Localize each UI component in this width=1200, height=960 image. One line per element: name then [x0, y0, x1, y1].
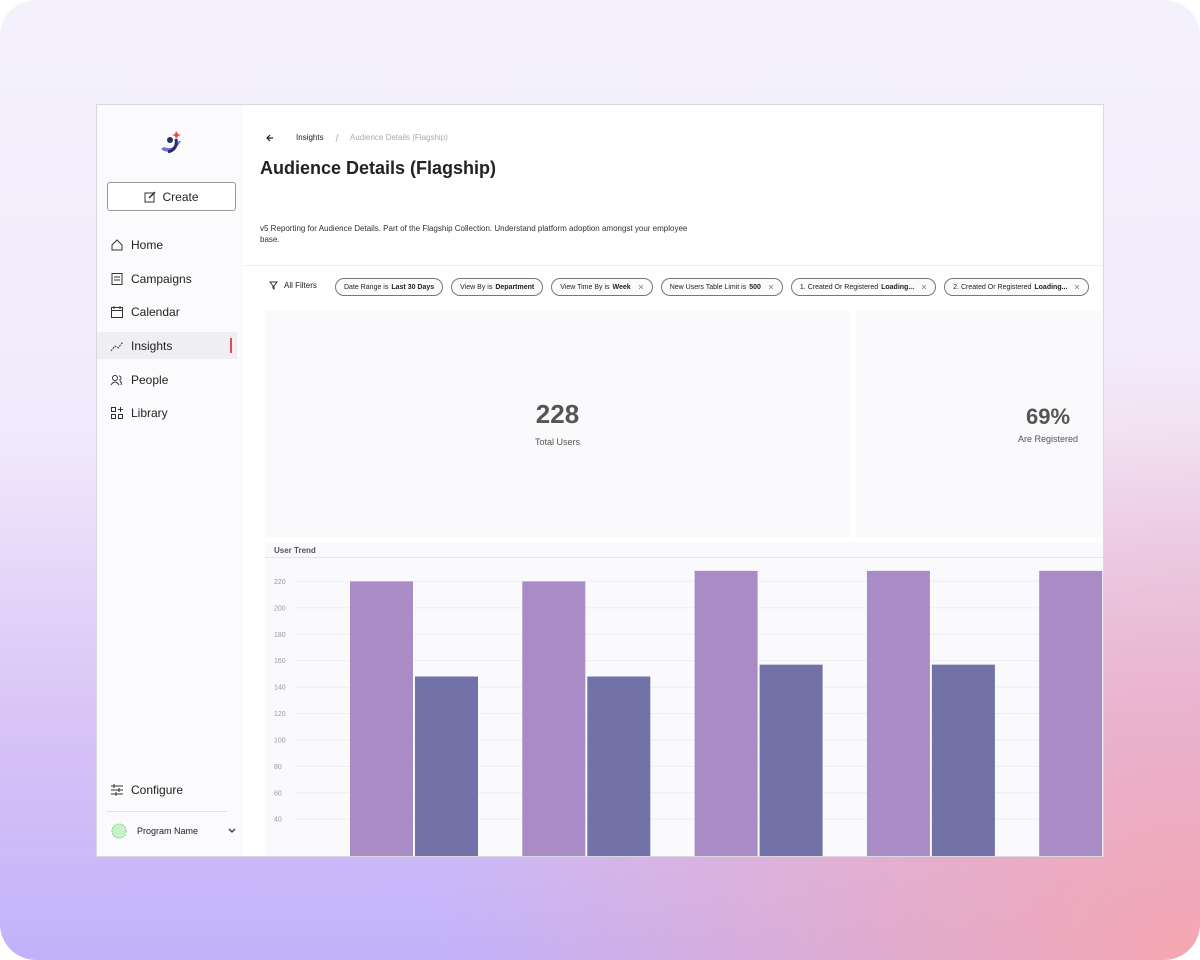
bar: [350, 581, 413, 856]
kpi-card: 228 Total Users: [265, 311, 850, 538]
filter-chip[interactable]: New Users Table Limit is 500: [660, 278, 783, 296]
nav-item[interactable]: Home: [97, 231, 237, 258]
icon: [111, 305, 123, 318]
chip-label: New Users Table Limit is: [669, 283, 747, 291]
kpi-value: 228: [535, 399, 580, 429]
edit-icon: [144, 190, 157, 202]
kpi-label: Are Registered: [1017, 434, 1079, 444]
create-button[interactable]: Create: [107, 182, 236, 211]
all-filters[interactable]: All Filters: [269, 281, 317, 290]
all-filters-label: All Filters: [284, 281, 317, 290]
nav-label: Home: [131, 237, 164, 252]
divider: [265, 557, 1103, 558]
bar: [522, 581, 586, 856]
nav-item[interactable]: People: [97, 366, 237, 393]
chip-remove[interactable]: [764, 283, 774, 291]
nav-label: People: [131, 372, 169, 387]
chip-label: View Time By is: [560, 283, 610, 291]
chevron: [228, 828, 236, 833]
y-tick-label: 180: [274, 632, 286, 639]
chip-value: Loading...: [1034, 283, 1068, 291]
nav-label: Calendar: [131, 304, 180, 319]
nav-item[interactable]: Campaigns: [97, 265, 237, 292]
chip-label: View By is: [460, 283, 493, 291]
y-tick-label: 60: [274, 790, 282, 797]
nav-label: Insights: [131, 338, 173, 353]
nav-label: Campaigns: [131, 271, 192, 286]
y-tick-label: 220: [274, 579, 286, 586]
y-tick-label: 120: [274, 711, 286, 718]
filter-chip[interactable]: View Time By is Week: [551, 278, 653, 296]
chip-label: Date Range is: [344, 283, 389, 291]
y-tick-label: 160: [274, 658, 286, 665]
nav-item[interactable]: Library: [97, 399, 237, 426]
back-arrow[interactable]: [265, 133, 275, 143]
nav-label: Library: [131, 405, 168, 420]
chart-title: User Trend: [274, 546, 316, 555]
filter-chip[interactable]: 2. Created Or Registered Loading...: [944, 278, 1090, 296]
chip-remove[interactable]: [1070, 283, 1080, 291]
chip-remove[interactable]: [917, 283, 927, 291]
program-selector[interactable]: Program Name: [111, 823, 237, 839]
chip-value: Last 30 Days: [391, 283, 435, 291]
icon: [110, 374, 122, 385]
breadcrumb-current: Audience Details (Flagship): [350, 133, 448, 142]
chip-value: Week: [612, 283, 631, 291]
filter-chip[interactable]: Date Range is Last 30 Days: [335, 278, 444, 296]
configure-label: Configure: [131, 782, 184, 797]
configure[interactable]: Configure: [97, 776, 237, 803]
chip-value: Department: [495, 283, 535, 291]
bar: [931, 664, 995, 856]
divider: [107, 811, 227, 812]
bar: [694, 570, 758, 856]
chip-label: 2. Created Or Registered: [953, 283, 1032, 291]
kpi-label: Total Users: [534, 437, 580, 447]
kpi-value: 69%: [1025, 404, 1071, 429]
bar: [415, 676, 478, 856]
program-name: Program Name: [137, 826, 199, 836]
program-avatar: [111, 823, 127, 839]
y-tick-label: 100: [274, 737, 286, 744]
filter-chips: Date Range is Last 30 Days View By is Depar…: [335, 278, 1090, 296]
nav-item[interactable]: Insights: [97, 332, 237, 359]
chip-value: Loading...: [881, 283, 915, 291]
chip-remove[interactable]: [634, 283, 644, 291]
nav-item[interactable]: Calendar: [97, 298, 237, 325]
icon: [110, 341, 124, 351]
logo: [161, 131, 181, 154]
filter-chip[interactable]: 1. Created Or Registered Loading...: [790, 278, 937, 296]
y-tick-label: 80: [274, 764, 282, 771]
icon: [111, 783, 123, 796]
chart-card: User Trend 40 60 80 100 120 140 160 180 200 220: [265, 542, 1103, 856]
bar: [587, 676, 651, 856]
chip-value: 500: [749, 283, 761, 291]
filter-chip[interactable]: View By is Department: [451, 278, 544, 296]
app-window: Create Home Campaigns Calendar Insights …: [96, 104, 1104, 857]
icon: [111, 238, 123, 250]
divider: [244, 265, 1103, 266]
icon: [111, 272, 123, 285]
bar: [1039, 570, 1103, 856]
page-title: Audience Details (Flagship): [260, 158, 497, 178]
bar-chart: 40 60 80 100 120 140 160 180 200 220: [274, 570, 1103, 856]
chip-label: 1. Created Or Registered: [799, 283, 879, 291]
breadcrumb-separator: [335, 133, 339, 143]
sidebar: Create Home Campaigns Calendar Insights …: [97, 105, 243, 856]
y-tick-label: 200: [274, 605, 286, 612]
icon: [111, 406, 123, 419]
kpi-card: 69% Are Registered: [856, 311, 1103, 538]
filter-icon: [269, 281, 278, 290]
bar: [759, 664, 823, 856]
page-description: v5 Reporting for Audience Details. Part …: [260, 224, 688, 244]
create-label: Create: [162, 189, 199, 204]
breadcrumb-link[interactable]: Insights: [296, 133, 324, 142]
y-tick-label: 140: [274, 685, 286, 692]
y-tick-label: 40: [274, 817, 282, 824]
bar: [866, 570, 930, 856]
